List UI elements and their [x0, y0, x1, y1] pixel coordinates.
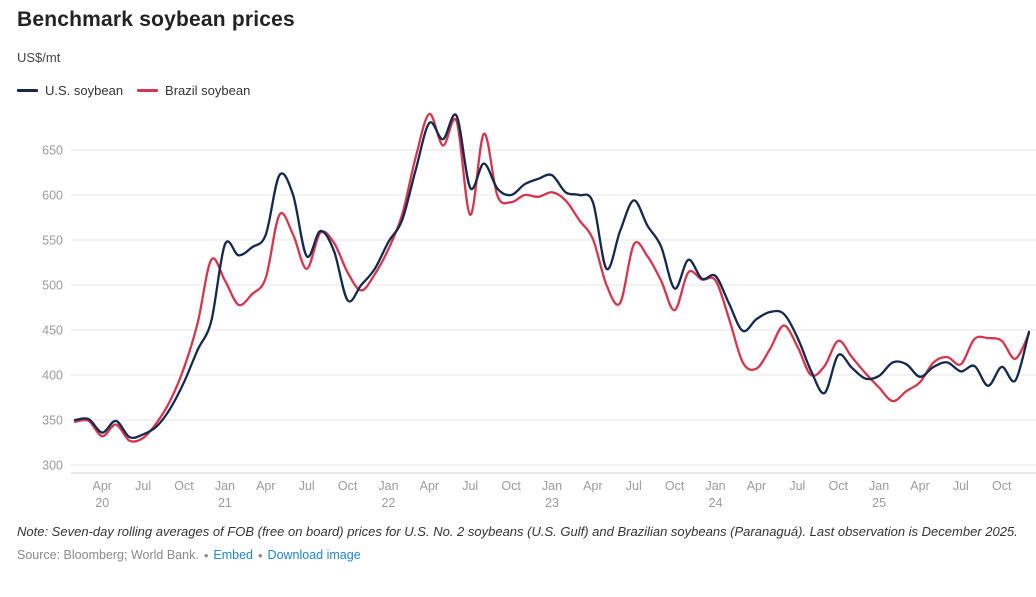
x-axis-tick-label: Apr [583, 479, 602, 493]
x-axis-year-label: 22 [382, 496, 396, 510]
brazil-soybean-line [73, 112, 1031, 443]
x-axis-tick-label: Jul [462, 479, 478, 493]
x-axis-tick-label: Jan [705, 479, 725, 493]
x-axis-tick-label: Apr [256, 479, 275, 493]
bullet-icon: • [257, 547, 263, 563]
legend-label: U.S. soybean [45, 82, 124, 98]
x-axis-year-label: 21 [218, 496, 232, 510]
x-axis-tick-label: Apr [747, 479, 766, 493]
x-axis-tick-label: Oct [174, 479, 194, 493]
legend-item-brazil-soybean[interactable]: Brazil soybean [137, 83, 250, 98]
brazil-soybean-line-swatch [137, 88, 159, 92]
x-axis-tick-label: Apr [420, 479, 439, 493]
x-axis-tick-label: Oct [828, 479, 848, 493]
legend-label: Brazil soybean [165, 82, 251, 98]
us-soybean-line [73, 113, 1031, 440]
x-axis-year-label: 25 [872, 496, 886, 510]
y-axis-tick-label: 300 [42, 459, 63, 473]
legend: U.S. soybean Brazil soybean [17, 81, 1022, 99]
chart-canvas: 300 350 400 450 500 550 600 650 Apr 20 Jul Oct Jan 21… [42, 112, 1036, 510]
x-axis-tick-label: Jan [215, 479, 235, 493]
x-axis-tick-label: Apr [910, 479, 929, 493]
y-axis-tick-label: 500 [42, 279, 63, 293]
x-axis-tick-label: Jul [626, 479, 642, 493]
x-axis-year-label: 20 [95, 496, 109, 510]
page-title: Benchmark soybean prices [17, 8, 295, 31]
x-axis-tick-label: Jan [869, 479, 889, 493]
download-image-link[interactable]: Download image [267, 548, 361, 563]
embed-link[interactable]: Embed [213, 548, 253, 563]
x-axis-tick-label: Apr [93, 479, 112, 493]
legend-item-us-soybean[interactable]: U.S. soybean [17, 83, 123, 98]
x-axis-tick-label: Jan [378, 479, 398, 493]
x-axis-tick-label: Jul [299, 479, 315, 493]
x-axis-tick-label: Oct [501, 479, 521, 493]
x-axis-tick-label: Jul [953, 479, 969, 493]
y-axis-tick-label: 550 [42, 234, 63, 248]
x-axis-year-label: 24 [709, 496, 723, 510]
y-axis-tick-label: 350 [42, 414, 63, 428]
y-axis-tick-label: 400 [42, 369, 63, 383]
us-soybean-line-swatch [17, 88, 38, 92]
chart-card: Benchmark soybean prices US$/mt U.S. soy… [17, 8, 1036, 563]
unit-label: US$/mt [17, 50, 61, 65]
bullet-icon: • [203, 547, 209, 563]
x-axis-tick-label: Jul [789, 479, 805, 493]
y-axis-tick-label: 650 [42, 144, 63, 158]
x-axis-tick-label: Oct [992, 479, 1012, 493]
x-axis-tick-label: Jul [135, 479, 151, 493]
y-axis-tick-label: 450 [42, 324, 63, 338]
source-text: Source: Bloomberg; World Bank. [17, 548, 199, 563]
chart-note: Note: Seven-day rolling averages of FOB … [17, 524, 1018, 539]
x-axis-tick-label: Oct [338, 479, 358, 493]
y-axis-tick-label: 600 [42, 189, 63, 203]
x-axis-tick-label: Oct [665, 479, 685, 493]
x-axis-year-label: 23 [545, 496, 559, 510]
x-axis-tick-label: Jan [542, 479, 562, 493]
